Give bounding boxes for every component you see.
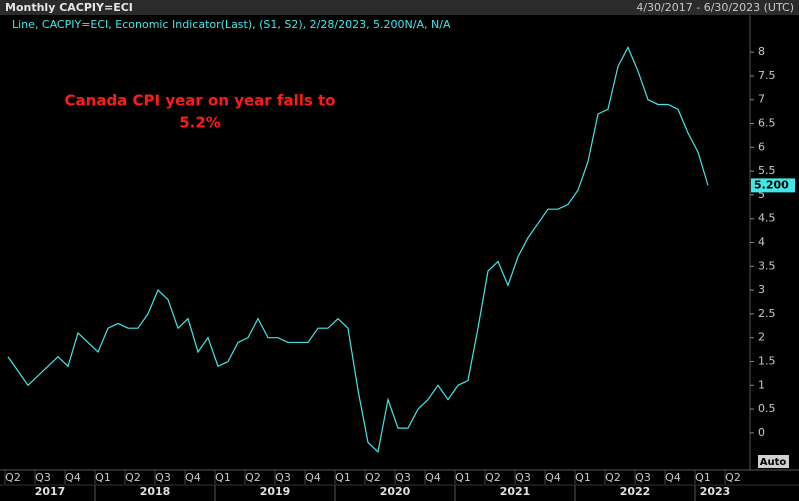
x-tick-label: Q4 — [665, 471, 681, 484]
last-value-label: 5.200 — [754, 178, 789, 191]
x-tick-label: Q1 — [575, 471, 591, 484]
line-series — [7, 45, 709, 454]
y-tick-label: 6.5 — [758, 117, 776, 130]
year-label: 2021 — [500, 485, 531, 498]
x-tick-label: Q2 — [125, 471, 141, 484]
x-tick-label: Q1 — [215, 471, 231, 484]
y-tick-label: 5 — [758, 188, 765, 201]
y-tick-label: 2.5 — [758, 307, 776, 320]
scale-mode[interactable]: Auto — [760, 457, 787, 468]
x-tick-label: Q3 — [35, 471, 51, 484]
year-label: 2023 — [700, 485, 731, 498]
year-label: 2017 — [35, 485, 66, 498]
scale-mode-box[interactable] — [758, 455, 789, 468]
y-tick-label: 3.5 — [758, 259, 776, 272]
x-tick-label: Q4 — [425, 471, 441, 484]
y-tick-label: 0.5 — [758, 402, 776, 415]
x-tick-label: Q4 — [545, 471, 561, 484]
y-tick-label: 4.5 — [758, 212, 776, 225]
header-bar — [0, 0, 799, 15]
x-tick-label: Q1 — [455, 471, 471, 484]
x-tick-label: Q2 — [365, 471, 381, 484]
legend-text: Line, CACPIY=ECI, Economic Indicator(Las… — [12, 18, 451, 31]
last-value-box — [751, 178, 795, 193]
x-tick-label: Q2 — [725, 471, 741, 484]
year-label: 2020 — [380, 485, 411, 498]
y-tick-label: 7 — [758, 93, 765, 106]
x-tick-label: Q3 — [155, 471, 171, 484]
x-tick-label: Q3 — [635, 471, 651, 484]
chart-title: Monthly CACPIY=ECI — [5, 1, 133, 14]
x-tick-label: Q1 — [95, 471, 111, 484]
y-tick-label: 3 — [758, 283, 765, 296]
annotation: Canada CPI year on year falls to — [65, 92, 336, 110]
y-tick-label: 0 — [758, 426, 765, 439]
date-range: 4/30/2017 - 6/30/2023 (UTC) — [636, 1, 794, 14]
annotation: 5.2% — [179, 114, 221, 132]
x-tick-label: Q4 — [305, 471, 321, 484]
x-tick-label: Q2 — [605, 471, 621, 484]
y-tick-label: 2 — [758, 331, 765, 344]
y-tick-label: 1.5 — [758, 354, 776, 367]
x-tick-label: Q2 — [485, 471, 501, 484]
y-tick-label: 7.5 — [758, 69, 776, 82]
year-label: 2019 — [260, 485, 291, 498]
x-tick-label: Q4 — [185, 471, 201, 484]
x-tick-label: Q2 — [245, 471, 261, 484]
y-tick-label: 8 — [758, 45, 765, 58]
year-label: 2022 — [620, 485, 651, 498]
y-tick-label: 5.5 — [758, 164, 776, 177]
x-tick-label: Q3 — [275, 471, 291, 484]
x-tick-label: Q2 — [5, 471, 21, 484]
x-tick-label: Q3 — [395, 471, 411, 484]
year-label: 2018 — [140, 485, 171, 498]
x-tick-label: Q4 — [65, 471, 81, 484]
x-tick-label: Q1 — [695, 471, 711, 484]
y-tick-label: 4 — [758, 236, 765, 249]
x-tick-label: Q3 — [515, 471, 531, 484]
y-tick-label: 1 — [758, 378, 765, 391]
y-tick-label: 6 — [758, 140, 765, 153]
x-tick-label: Q1 — [335, 471, 351, 484]
